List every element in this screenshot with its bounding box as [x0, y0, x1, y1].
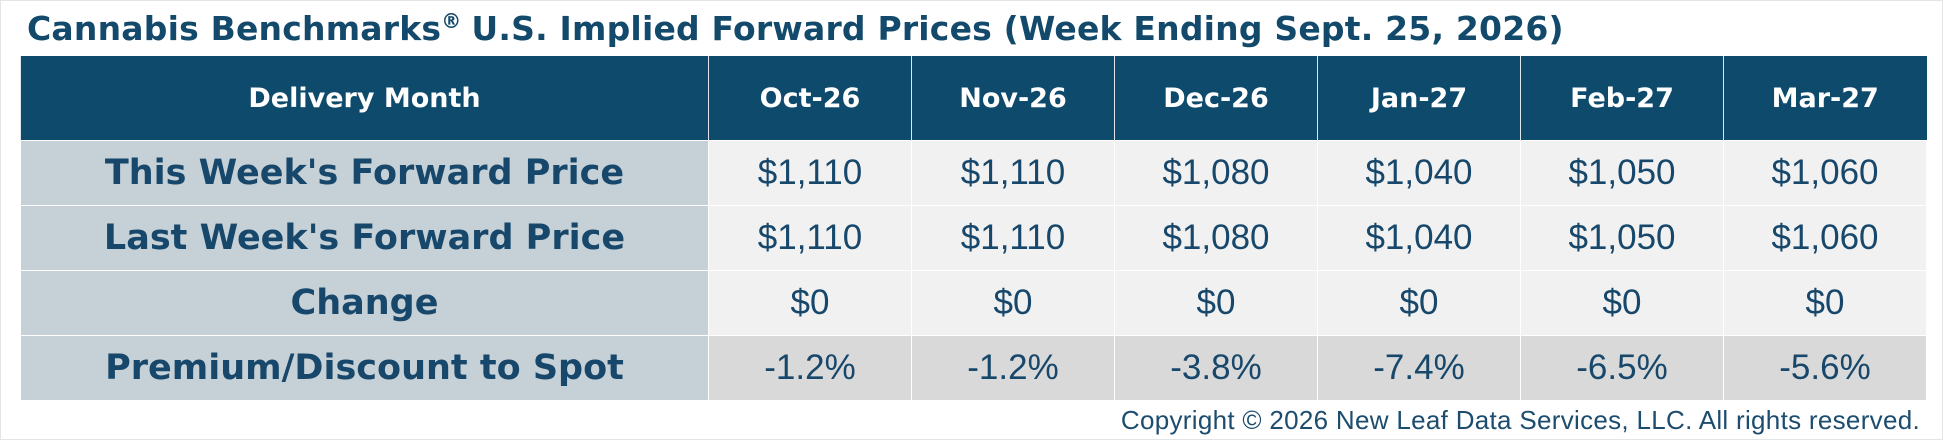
cell: $1,110: [708, 140, 912, 206]
table-row: Change $0 $0 $0 $0 $0 $0: [20, 270, 1927, 336]
title-text: U.S. Implied Forward Prices (Week Ending…: [471, 9, 1564, 48]
cell: $1,040: [1317, 140, 1521, 206]
table-row: Last Week's Forward Price $1,110 $1,110 $1,…: [20, 205, 1927, 271]
table-row: This Week's Forward Price $1,110 $1,110 $1,…: [20, 140, 1927, 206]
column-header: Mar-27: [1723, 56, 1927, 141]
column-header: Jan-27: [1317, 56, 1521, 141]
cell: $1,080: [1114, 205, 1318, 271]
row-label: This Week's Forward Price: [20, 140, 709, 206]
row-label: Premium/Discount to Spot: [20, 335, 709, 401]
column-header: Dec-26: [1114, 56, 1318, 141]
column-header: Feb-27: [1520, 56, 1724, 141]
table-row: Premium/Discount to Spot -1.2% -1.2% -3.8% -…: [20, 335, 1927, 401]
cell: $0: [1317, 270, 1521, 336]
cell: $1,110: [911, 140, 1115, 206]
title-text: Cannabis Benchmarks: [27, 9, 442, 48]
column-header: Delivery Month: [20, 56, 709, 141]
cell: $1,060: [1723, 140, 1927, 206]
cell: -6.5%: [1520, 335, 1724, 401]
cell: $1,050: [1520, 140, 1724, 206]
registered-mark: ®: [441, 9, 462, 33]
cell: $1,110: [911, 205, 1115, 271]
cell: -5.6%: [1723, 335, 1927, 401]
cell: $0: [911, 270, 1115, 336]
cell: $0: [1723, 270, 1927, 336]
cell: -1.2%: [911, 335, 1115, 401]
cell: $0: [1114, 270, 1318, 336]
cell: $0: [708, 270, 912, 336]
header-row: Delivery Month Oct-26 Nov-26 Dec-26 Jan-27 Fe…: [20, 56, 1927, 141]
column-header: Oct-26: [708, 56, 912, 141]
cell: $1,060: [1723, 205, 1927, 271]
cell: -3.8%: [1114, 335, 1318, 401]
cell: -7.4%: [1317, 335, 1521, 401]
cell: $1,050: [1520, 205, 1724, 271]
copyright: Copyright © 2026 New Leaf Data Services,…: [1120, 405, 1920, 435]
price-table: Delivery Month Oct-26 Nov-26 Dec-26 Jan-27 Fe…: [20, 56, 1927, 401]
cell: $1,080: [1114, 140, 1318, 206]
row-label: Change: [20, 270, 709, 336]
cell: $1,040: [1317, 205, 1521, 271]
cell: $0: [1520, 270, 1724, 336]
column-header: Nov-26: [911, 56, 1115, 141]
title: Cannabis Benchmarks® U.S. Implied Forward…: [27, 9, 1564, 48]
row-label: Last Week's Forward Price: [20, 205, 709, 271]
cell: -1.2%: [708, 335, 912, 401]
cell: $1,110: [708, 205, 912, 271]
